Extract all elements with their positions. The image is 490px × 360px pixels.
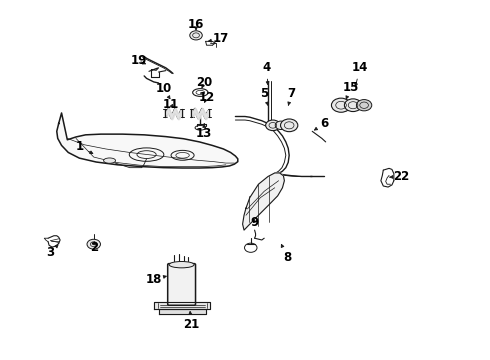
Text: 22: 22 (390, 170, 409, 183)
Text: 3: 3 (47, 245, 58, 259)
Circle shape (331, 98, 351, 112)
FancyBboxPatch shape (168, 264, 196, 305)
Circle shape (87, 239, 100, 249)
Ellipse shape (103, 158, 116, 163)
Text: 13: 13 (196, 124, 212, 140)
Text: 1: 1 (75, 140, 93, 154)
Text: 14: 14 (352, 60, 368, 86)
Text: 19: 19 (130, 54, 147, 67)
Polygon shape (154, 302, 210, 310)
Text: 17: 17 (209, 32, 229, 45)
Text: 18: 18 (146, 273, 166, 286)
Text: 4: 4 (263, 60, 271, 85)
Text: 20: 20 (196, 76, 212, 90)
Polygon shape (159, 310, 206, 314)
Text: 11: 11 (163, 98, 179, 111)
Text: 2: 2 (90, 240, 98, 253)
Text: 21: 21 (183, 311, 199, 331)
Circle shape (281, 119, 298, 132)
Text: 7: 7 (288, 87, 295, 105)
Text: 9: 9 (250, 216, 259, 229)
Polygon shape (57, 113, 238, 168)
Circle shape (356, 100, 372, 111)
Text: 15: 15 (343, 81, 359, 99)
Ellipse shape (169, 261, 194, 268)
Text: 8: 8 (281, 244, 292, 264)
Circle shape (190, 31, 202, 40)
Polygon shape (243, 173, 284, 230)
Circle shape (275, 121, 287, 130)
Text: 10: 10 (155, 82, 172, 99)
Text: 6: 6 (315, 117, 328, 130)
Text: 12: 12 (198, 91, 215, 104)
Text: 5: 5 (260, 87, 269, 105)
Text: 16: 16 (188, 18, 204, 31)
Circle shape (344, 99, 362, 112)
Circle shape (266, 120, 280, 131)
